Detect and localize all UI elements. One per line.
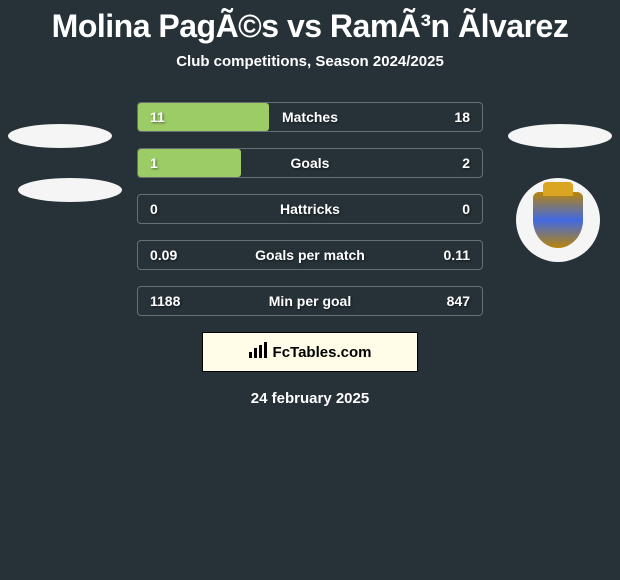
stat-value-right: 2 bbox=[462, 155, 470, 171]
page-title: Molina PagÃ©s vs RamÃ³n Ãlvarez bbox=[0, 0, 620, 45]
stat-value-right: 847 bbox=[447, 293, 470, 309]
stat-label: Matches bbox=[282, 109, 338, 125]
footer-brand-box: FcTables.com bbox=[202, 332, 418, 372]
bar-container: 0.09 Goals per match 0.11 bbox=[137, 240, 483, 270]
stat-row-goals: 1 Goals 2 bbox=[8, 148, 612, 178]
date-text: 24 february 2025 bbox=[0, 390, 620, 407]
stat-row-mpg: 1188 Min per goal 847 bbox=[8, 286, 612, 316]
stat-row-gpm: 0.09 Goals per match 0.11 bbox=[8, 240, 612, 270]
chart-bars-icon bbox=[249, 342, 267, 363]
stat-row-hattricks: 0 Hattricks 0 bbox=[8, 194, 612, 224]
stat-value-right: 18 bbox=[454, 109, 470, 125]
bar-container: 0 Hattricks 0 bbox=[137, 194, 483, 224]
stat-value-left: 0 bbox=[150, 201, 158, 217]
bar-container: 1188 Min per goal 847 bbox=[137, 286, 483, 316]
stat-value-left: 0.09 bbox=[150, 247, 177, 263]
comparison-chart: 11 Matches 18 1 Goals 2 0 Hattricks 0 bbox=[0, 102, 620, 316]
stat-label: Hattricks bbox=[280, 201, 340, 217]
stat-row-matches: 11 Matches 18 bbox=[8, 102, 612, 132]
bar-container: 11 Matches 18 bbox=[137, 102, 483, 132]
page-root: Molina PagÃ©s vs RamÃ³n Ãlvarez Club com… bbox=[0, 0, 620, 407]
stat-value-left: 11 bbox=[150, 109, 165, 125]
page-subtitle: Club competitions, Season 2024/2025 bbox=[0, 53, 620, 70]
stat-value-left: 1 bbox=[150, 155, 158, 171]
footer-brand-text: FcTables.com bbox=[273, 344, 372, 361]
stat-value-right: 0.11 bbox=[444, 247, 470, 263]
stat-label: Goals per match bbox=[255, 247, 365, 263]
bar-container: 1 Goals 2 bbox=[137, 148, 483, 178]
stat-value-left: 1188 bbox=[150, 293, 180, 309]
stat-label: Min per goal bbox=[269, 293, 351, 309]
stat-value-right: 0 bbox=[462, 201, 470, 217]
stat-label: Goals bbox=[291, 155, 330, 171]
